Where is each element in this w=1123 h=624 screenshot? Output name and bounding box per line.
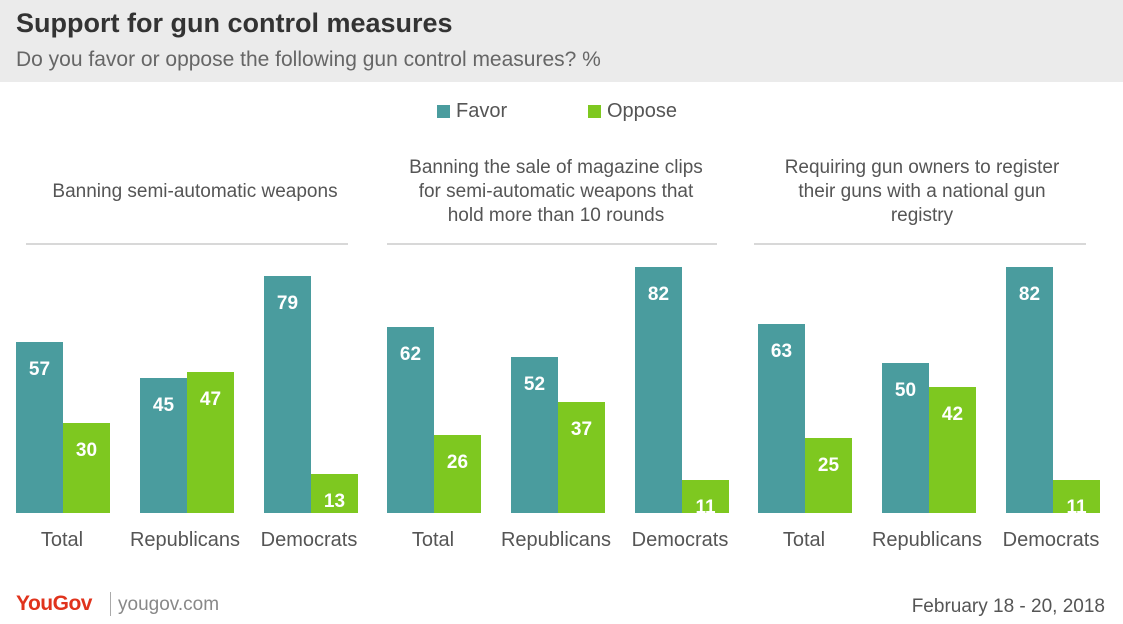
bar-favor-democrats (264, 276, 311, 513)
bar-favor-republicans (140, 378, 187, 513)
footer-site: yougov.com (118, 594, 220, 615)
bar-oppose-total (63, 423, 110, 513)
bar-favor-total (16, 342, 63, 513)
panel-title-3: Requiring gun owners to register their gu… (785, 157, 1060, 226)
data-label: 26 (447, 452, 468, 473)
bar-favor-total (387, 327, 434, 513)
bar-oppose-republicans (558, 402, 605, 513)
data-label: 11 (695, 497, 716, 518)
bar-favor-democrats (635, 267, 682, 513)
category-label: Republicans (501, 529, 611, 551)
data-label: 82 (1019, 284, 1040, 305)
data-label: 52 (524, 374, 545, 395)
data-label: 50 (895, 380, 916, 401)
legend: Favor Oppose (0, 100, 1123, 128)
bar-oppose-republicans (929, 387, 976, 513)
bar-oppose-total (805, 438, 852, 513)
legend-item-oppose: Oppose (588, 100, 677, 123)
data-label: 82 (648, 284, 669, 305)
bar-favor-republicans (882, 363, 929, 513)
legend-swatch-oppose (588, 105, 601, 118)
data-label: 30 (76, 440, 97, 461)
category-label: Republicans (130, 529, 240, 551)
panel-title-line: Banning semi-automatic weapons (52, 181, 337, 202)
data-label: 47 (200, 389, 221, 410)
yougov-logo: YouGov (16, 592, 92, 615)
panel-title-line: Requiring gun owners to register (785, 157, 1060, 178)
bar-oppose-democrats (311, 474, 358, 513)
data-label: 57 (29, 359, 50, 380)
header: Support for gun control measures Do you … (0, 0, 1123, 82)
bar-oppose-republicans (187, 372, 234, 513)
category-label: Total (783, 529, 825, 551)
bar-oppose-democrats (682, 480, 729, 513)
legend-label-oppose: Oppose (607, 100, 678, 122)
category-label: Total (412, 529, 454, 551)
data-label: 62 (400, 344, 421, 365)
panel-title-line: their guns with a national gun (798, 181, 1045, 202)
category-label: Republicans (872, 529, 982, 551)
category-label: Democrats (632, 529, 729, 551)
category-label: Total (41, 529, 83, 551)
data-label: 11 (1066, 497, 1087, 518)
data-label: 13 (324, 491, 345, 512)
bar-oppose-total (434, 435, 481, 513)
panel-title-line: for semi-automatic weapons that (419, 181, 694, 202)
footer-divider (110, 592, 111, 616)
panel-title-line: hold more than 10 rounds (448, 205, 665, 226)
category-label: Democrats (1003, 529, 1100, 551)
data-label: 63 (771, 341, 792, 362)
bar-favor-republicans (511, 357, 558, 513)
legend-item-favor: Favor (437, 100, 507, 123)
category-label: Democrats (261, 529, 358, 551)
bar-oppose-democrats (1053, 480, 1100, 513)
data-label: 45 (153, 395, 175, 416)
footer-date: February 18 - 20, 2018 (911, 596, 1105, 617)
chart-subtitle: Do you favor or oppose the following gun… (16, 48, 601, 71)
legend-label-favor: Favor (456, 100, 508, 122)
data-label: 25 (818, 455, 840, 476)
legend-swatch-favor (437, 105, 450, 118)
chart-title: Support for gun control measures (16, 8, 453, 38)
bar-chart: Banning semi-automatic weapons 57 30 Total 4… (16, 157, 1100, 551)
bar-favor-total (758, 324, 805, 513)
panel-title-line: Banning the sale of magazine clips (409, 157, 703, 178)
data-label: 37 (571, 419, 592, 440)
panel-title-2: Banning the sale of magazine clips for se… (409, 157, 703, 226)
data-label: 42 (942, 404, 963, 425)
panel-title-line: registry (891, 205, 954, 226)
bar-favor-democrats (1006, 267, 1053, 513)
panel-title-1: Banning semi-automatic weapons (52, 181, 337, 202)
data-label: 79 (277, 293, 298, 314)
